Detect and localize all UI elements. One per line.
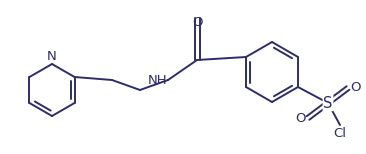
- Text: O: O: [295, 113, 306, 126]
- Text: S: S: [323, 95, 333, 111]
- Text: O: O: [350, 81, 361, 93]
- Text: NH: NH: [147, 73, 167, 87]
- Text: O: O: [192, 16, 202, 29]
- Text: N: N: [47, 50, 57, 63]
- Text: Cl: Cl: [333, 127, 347, 140]
